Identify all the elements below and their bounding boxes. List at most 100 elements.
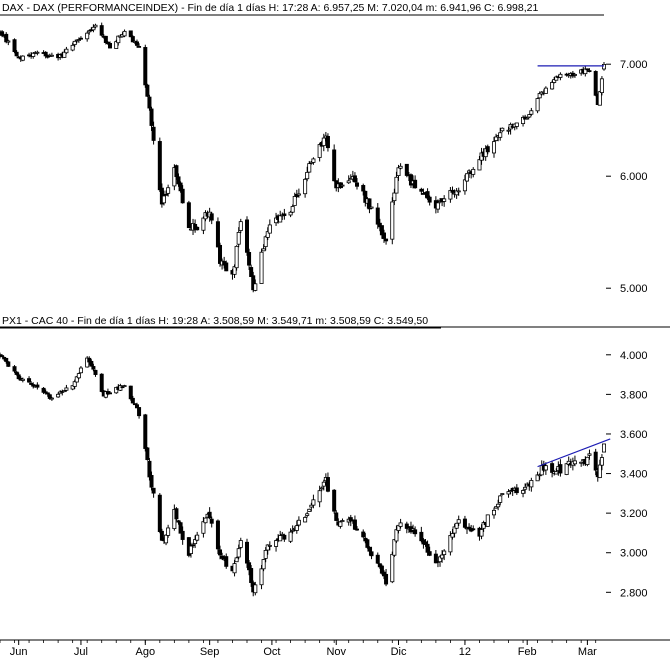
candle-body	[485, 146, 490, 153]
candle-body	[282, 213, 287, 217]
panel-title-cac40: PX1 - CAC 40 - Fin de día 1 días H: 19:2…	[2, 315, 428, 327]
y-tick-label: 3.800	[620, 389, 648, 401]
candle-body	[253, 584, 258, 594]
candle-body	[448, 190, 453, 200]
candle-body	[0, 355, 5, 357]
candle-body	[396, 167, 401, 177]
candle-body	[597, 91, 602, 106]
candle-body	[20, 55, 25, 61]
candle-body	[176, 520, 181, 523]
candle-body	[143, 414, 148, 449]
candle-body	[529, 110, 534, 115]
candle-body	[535, 98, 540, 112]
candle-body	[93, 24, 98, 28]
candle-body	[435, 202, 440, 210]
candle-body	[367, 198, 372, 210]
candle-body	[265, 231, 270, 238]
candle-body	[201, 217, 206, 231]
candle-body	[176, 176, 181, 185]
candle-body	[31, 52, 36, 57]
candle-body	[496, 503, 501, 508]
candle-body	[593, 451, 598, 471]
candle-body	[379, 565, 384, 574]
candle-body	[494, 136, 499, 141]
candle-body	[525, 117, 530, 120]
candle-body	[319, 487, 324, 490]
candle-body	[340, 520, 345, 522]
candle-body	[166, 187, 171, 194]
candle-body	[180, 188, 185, 204]
candle-body	[259, 251, 264, 284]
candle-body	[147, 96, 152, 109]
candle-body	[442, 550, 447, 556]
candle-body	[27, 378, 32, 383]
candle-body	[506, 129, 511, 132]
candle-body	[180, 530, 185, 540]
candle-body	[554, 76, 559, 81]
candle-body	[174, 508, 179, 520]
candle-body	[234, 245, 239, 269]
candle-body	[201, 521, 206, 534]
candle-body	[427, 551, 432, 556]
candle-body	[303, 178, 308, 195]
y-tick-label: 7.000	[620, 59, 648, 71]
candle-body	[471, 168, 476, 175]
candle-body	[471, 528, 476, 531]
candle-body	[527, 114, 532, 118]
y-tick-label: 5.000	[620, 283, 648, 295]
candle-body	[147, 460, 152, 478]
candle-body	[543, 87, 548, 94]
panel-cac40: PX1 - CAC 40 - Fin de día 1 días H: 19:2…	[0, 315, 648, 599]
candle-body	[236, 548, 241, 558]
candle-body	[116, 35, 121, 44]
candle-body	[91, 366, 96, 370]
candle-body	[282, 534, 287, 540]
y-tick-label: 3.200	[620, 508, 648, 520]
y-tick-label: 3.600	[620, 429, 648, 441]
candle-body	[296, 519, 301, 526]
candle-body	[543, 465, 548, 471]
candle-body	[419, 188, 424, 192]
candle-body	[377, 222, 382, 228]
candle-body	[579, 461, 584, 464]
candle-body	[159, 530, 164, 541]
candle-body	[191, 544, 196, 547]
candle-body	[352, 175, 357, 183]
candle-body	[224, 262, 229, 272]
trendline-cac40	[537, 438, 611, 468]
candle-body	[64, 48, 69, 54]
candle-body	[72, 40, 77, 45]
x-tick-label: Jun	[10, 646, 28, 658]
candle-body	[149, 108, 154, 126]
candle-body	[404, 163, 409, 176]
candle-body	[392, 539, 397, 556]
candle-body	[122, 385, 127, 387]
candle-body	[552, 79, 557, 83]
candle-body	[193, 539, 198, 545]
candle-body	[164, 193, 169, 196]
candle-body	[249, 568, 254, 583]
candle-body	[114, 386, 119, 394]
candle-body	[215, 520, 220, 550]
candles-cac40	[0, 352, 607, 597]
candle-body	[307, 508, 312, 512]
panel-dax: DAX - DAX (PERFORMANCEINDEX) - Fin de dí…	[0, 2, 648, 295]
candle-body	[85, 32, 90, 40]
y-axis-cac40: 2.800 3.000 3.200 3.400 3.600 3.800 4.000	[606, 350, 648, 599]
candle-body	[103, 35, 108, 44]
y-tick-label: 3.000	[620, 548, 648, 560]
candle-body	[6, 361, 11, 367]
candle-body	[78, 367, 83, 374]
x-axis: Jun Jul Ago Sep Oct Nov Dic 12 Feb Mar	[0, 640, 597, 658]
candle-body	[91, 26, 96, 31]
candle-body	[12, 39, 17, 53]
candle-body	[491, 141, 496, 154]
candle-body	[521, 490, 526, 494]
candle-body	[134, 41, 139, 46]
candle-body	[462, 179, 467, 192]
candle-body	[6, 40, 11, 43]
candle-body	[572, 460, 577, 465]
candle-body	[305, 513, 310, 516]
candles-dax	[0, 22, 607, 293]
